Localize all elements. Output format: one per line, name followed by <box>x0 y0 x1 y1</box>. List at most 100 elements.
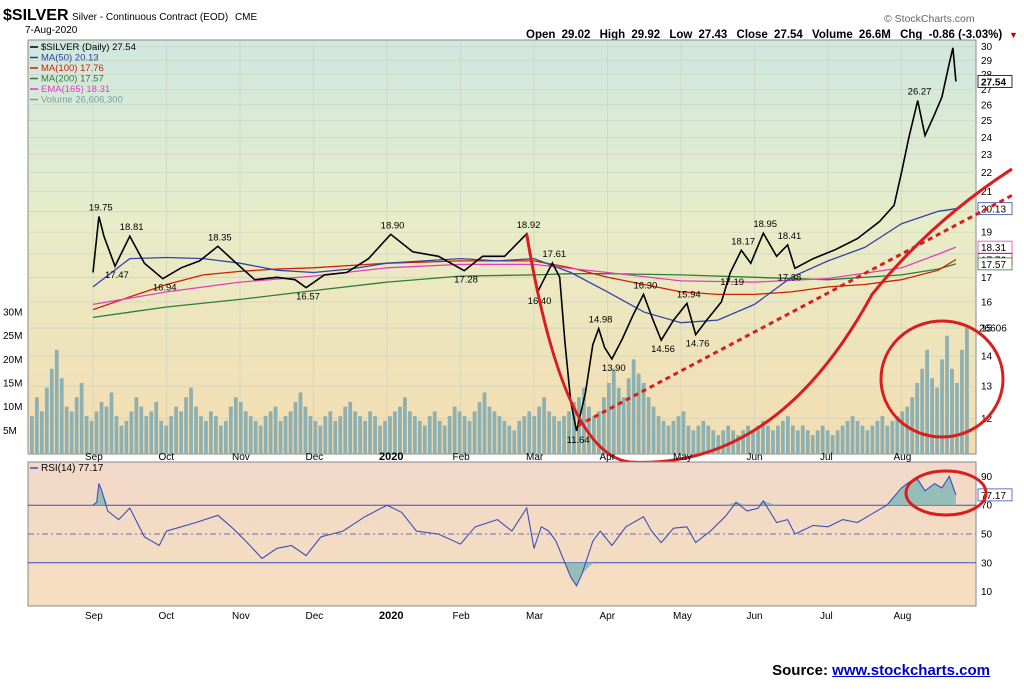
volume-bar <box>840 425 845 454</box>
volume-bar <box>527 411 532 454</box>
volume-bar <box>641 383 646 454</box>
volume-bar <box>393 411 397 454</box>
x-tick-label: 2020 <box>379 451 403 463</box>
volume-label: Volume <box>812 29 853 41</box>
volume-bar <box>517 420 522 454</box>
price-annotation: 14.98 <box>589 315 613 326</box>
x-tick-label: May <box>673 452 692 463</box>
last-value-box <box>977 257 1013 271</box>
price-tick-label: 16 <box>981 297 993 308</box>
volume-bar <box>149 411 154 454</box>
volume-bar <box>199 416 203 454</box>
volume-bar <box>497 416 502 454</box>
open-label: Open <box>526 29 555 41</box>
price-tick-label: 30 <box>981 42 993 53</box>
volume-bar <box>696 425 701 454</box>
volume-bar <box>935 387 939 454</box>
volume-bar <box>761 420 765 454</box>
rsi-tick-label: 70 <box>981 501 993 512</box>
chg-down-triangle-icon: ▼ <box>1009 30 1018 40</box>
volume-tick-label: 5M <box>3 426 17 437</box>
volume-bar <box>432 411 437 454</box>
annotation-trendline <box>577 194 1013 427</box>
high-label: High <box>600 29 626 41</box>
volume-bar <box>288 411 293 454</box>
price-annotation: 18.95 <box>753 219 777 230</box>
close-label: Close <box>737 29 768 41</box>
volume-bar <box>54 349 59 454</box>
x-tick-label-bottom: Mar <box>526 611 544 622</box>
x-tick-label-bottom: Nov <box>232 611 250 622</box>
volume-bar <box>169 416 174 454</box>
volume-bar <box>890 420 895 454</box>
volume-bar <box>243 411 248 454</box>
open-value: 29.02 <box>562 29 591 41</box>
volume-tick-label: 30M <box>3 308 22 319</box>
last-value-box <box>977 75 1013 88</box>
volume-bar <box>214 416 218 454</box>
volume-bar <box>646 397 651 454</box>
volume-bar <box>736 435 741 454</box>
volume-bar <box>422 425 427 454</box>
volume-bar <box>537 406 542 454</box>
price-annotation: 15.94 <box>677 289 701 300</box>
volume-bar <box>606 383 611 454</box>
volume-bar <box>328 411 333 454</box>
volume-bar <box>363 420 368 454</box>
x-tick-label-bottom: Jul <box>820 611 833 622</box>
volume-bar <box>124 420 129 454</box>
series-line-silver <box>92 47 957 432</box>
volume-tick-label: 15M <box>3 379 22 390</box>
source-link[interactable]: www.stockcharts.com <box>832 662 990 679</box>
volume-bar <box>99 401 104 454</box>
price-tick-label: 24 <box>981 133 993 144</box>
volume-bar <box>442 425 447 454</box>
volume-bar <box>701 420 706 454</box>
volume-bar <box>79 383 84 454</box>
volume-bar <box>825 430 830 454</box>
volume-bar <box>338 416 343 454</box>
volume-bar <box>830 435 835 454</box>
price-tick-label: 19 <box>981 228 993 239</box>
volume-bar <box>532 416 537 454</box>
chart-subtitle-text: Silver - Continuous Contract (EOD) <box>72 12 228 23</box>
volume-bar <box>920 368 925 454</box>
x-tick-label-bottom: Apr <box>600 611 616 622</box>
volume-bar <box>313 420 318 454</box>
price-annotation: 11.64 <box>567 435 590 446</box>
volume-bar <box>785 416 790 454</box>
volume-bar <box>636 373 641 454</box>
ohlc-readout: Open 29.02 High 29.92 Low 27.43 Close 27… <box>526 29 1002 41</box>
volume-bar <box>651 406 656 454</box>
volume-bar <box>218 425 223 454</box>
volume-bar <box>925 349 930 454</box>
price-tick-label: 13 <box>981 382 993 393</box>
volume-bar <box>795 430 800 454</box>
volume-bar <box>771 430 775 454</box>
price-tick-label: 26 <box>981 100 993 111</box>
volume-bar <box>353 411 358 454</box>
volume-bar <box>776 425 780 454</box>
volume-bar <box>512 430 517 454</box>
price-annotation: 16.30 <box>634 280 658 291</box>
volume-bar <box>427 416 432 454</box>
volume-bar <box>233 397 238 454</box>
chart-subtitle: Silver - Continuous Contract (EOD) CME <box>72 12 258 23</box>
volume-bar <box>955 383 959 454</box>
price-annotation: 18.92 <box>517 220 541 231</box>
legend-item: $SILVER (Daily) 27.54 <box>41 42 136 53</box>
series-line-ma-100 <box>92 258 957 311</box>
high-value: 29.92 <box>631 29 660 41</box>
volume-bar <box>452 406 457 454</box>
volume-bar <box>129 411 134 454</box>
x-tick-label-bottom: 2020 <box>379 610 403 622</box>
volume-bar <box>507 425 512 454</box>
stockcharts-brand: © StockCharts.com <box>884 13 975 25</box>
annotation-rsi-circle <box>904 469 988 517</box>
volume-bar <box>253 420 258 454</box>
volume-bar <box>940 359 944 454</box>
series-line-rsi <box>92 475 957 587</box>
volume-bar <box>278 420 283 454</box>
volume-bar <box>756 425 760 454</box>
